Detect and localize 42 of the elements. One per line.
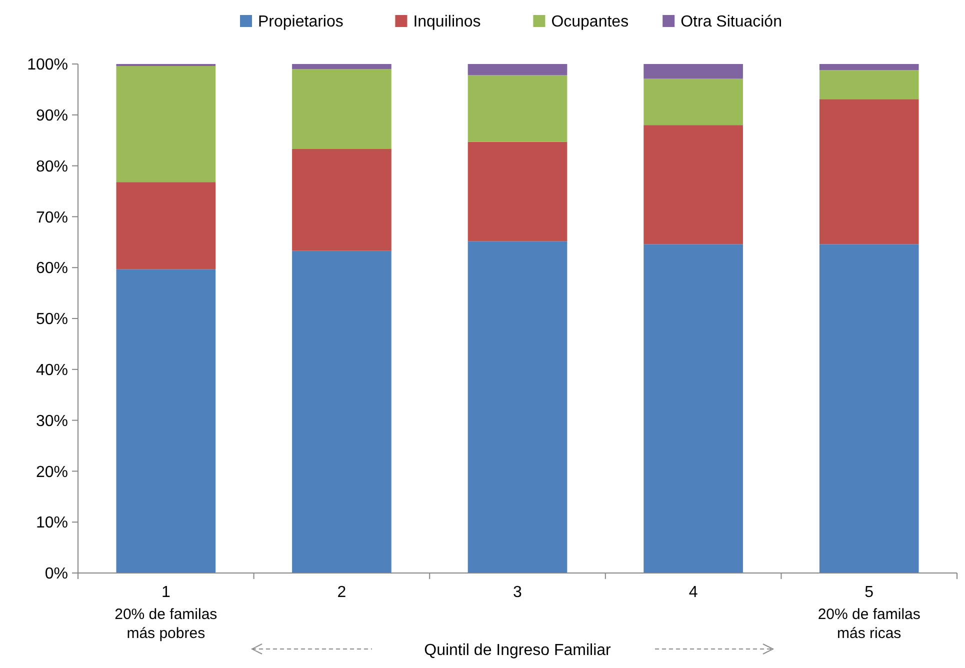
bar <box>292 64 392 70</box>
bar <box>468 75 568 142</box>
y-tick-label: 10% <box>36 514 68 532</box>
bar <box>116 269 216 573</box>
y-tick-label: 30% <box>36 412 68 430</box>
bar <box>292 250 392 573</box>
y-tick-label: 20% <box>36 464 68 481</box>
legend-label: Inquilinos <box>413 14 481 31</box>
bar <box>468 241 568 573</box>
x-tick-label: 5 <box>864 584 874 601</box>
bar <box>116 66 216 182</box>
bar <box>819 64 919 70</box>
bar <box>644 78 743 126</box>
y-tick-label: 50% <box>36 311 68 328</box>
y-tick-label: 80% <box>36 158 68 176</box>
bar <box>292 69 392 150</box>
x-tick-label: 3 <box>513 584 522 601</box>
text: 20% de familas más pobres <box>114 606 218 642</box>
bar <box>644 244 743 573</box>
x-tick-label: 4 <box>688 584 698 601</box>
x-tick-label: 1 <box>161 584 170 601</box>
y-tick-label: 60% <box>36 260 68 278</box>
y-tick-label: 0% <box>44 566 68 583</box>
legend-label: Otra Situación <box>680 14 782 31</box>
bar <box>468 142 568 242</box>
bar <box>819 244 919 573</box>
legend-label: Ocupantes <box>551 14 629 31</box>
bar <box>468 64 568 76</box>
y-tick-label: 100% <box>27 56 68 74</box>
bar <box>819 99 919 244</box>
bar <box>292 149 392 251</box>
y-tick-label: 70% <box>36 209 68 226</box>
y-tick-label: 90% <box>36 108 68 124</box>
y-tick-label: 40% <box>36 362 68 379</box>
bar <box>644 125 743 244</box>
bar <box>644 64 743 79</box>
legend-label: Propietarios <box>258 14 344 31</box>
x-tick-label: 2 <box>337 584 346 601</box>
x-axis-title: Quintil de Ingreso Familiar <box>424 642 612 659</box>
bar <box>819 70 919 100</box>
bar <box>116 182 216 270</box>
text: 20% de familas más ricas <box>818 606 920 642</box>
